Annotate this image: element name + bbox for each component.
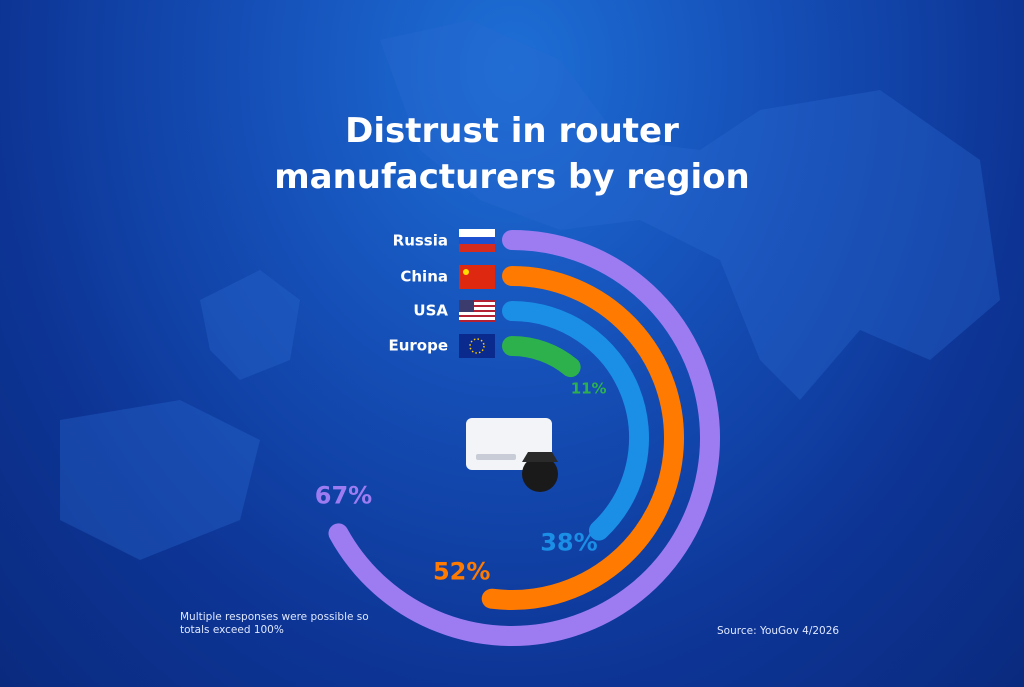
legend-label: USA (413, 302, 448, 320)
value-label: 52% (433, 558, 490, 586)
map-shapes (60, 20, 1000, 560)
arc-bar (502, 301, 649, 541)
legend-label: Russia (393, 232, 448, 250)
router-icon (466, 418, 558, 492)
legend-label: Europe (388, 337, 448, 355)
legend-label: China (400, 268, 448, 286)
arc-bar (502, 336, 581, 378)
flags (459, 229, 495, 358)
value-label: 67% (315, 481, 372, 509)
source: Source: YouGov 4/2026 (717, 625, 840, 637)
arc-bar (481, 266, 684, 610)
value-label: 11% (571, 380, 607, 398)
chart-title: Distrust in router manufacturers by regi… (274, 111, 750, 197)
footnote: Multiple responses were possible so tota… (180, 611, 369, 636)
value-label: 38% (540, 529, 597, 557)
arc-bar (328, 230, 720, 646)
